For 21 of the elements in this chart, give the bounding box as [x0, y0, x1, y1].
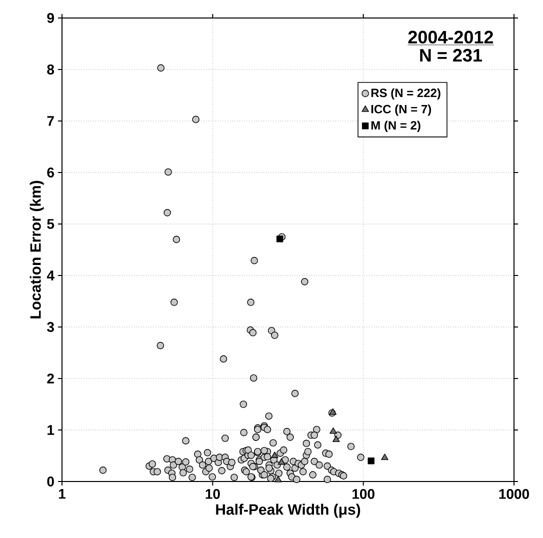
x-axis-title: Half-Peak Width (μs)	[216, 504, 360, 518]
text: 2004-2012	[408, 30, 494, 44]
y-tick-label: 0	[47, 476, 54, 486]
y-tick-label: 4	[46, 270, 54, 280]
legend-label: RS (N = 222)	[371, 88, 440, 100]
y-tick-label: 7	[47, 116, 54, 126]
y-axis-title: Location Error (km)	[30, 180, 44, 318]
y-tick-label: 2	[47, 374, 54, 384]
legend-label: M (N = 2)	[371, 120, 420, 132]
y-tick-label: 5	[47, 219, 54, 229]
x-tick-label: 1	[58, 489, 66, 499]
x-tick-label: 100	[352, 489, 374, 499]
y-tick-label: 6	[47, 168, 54, 178]
x-tick-label: 1000	[499, 489, 529, 499]
y-tick-label: 8	[47, 64, 54, 74]
x-tick-label: 10	[206, 489, 220, 499]
text: N = 231	[420, 48, 482, 62]
y-tick-label: 3	[47, 322, 54, 332]
legend-label: ICC (N = 7)	[371, 104, 432, 116]
y-tick-label: 9	[47, 13, 54, 23]
y-tick-label: 1	[48, 425, 54, 435]
